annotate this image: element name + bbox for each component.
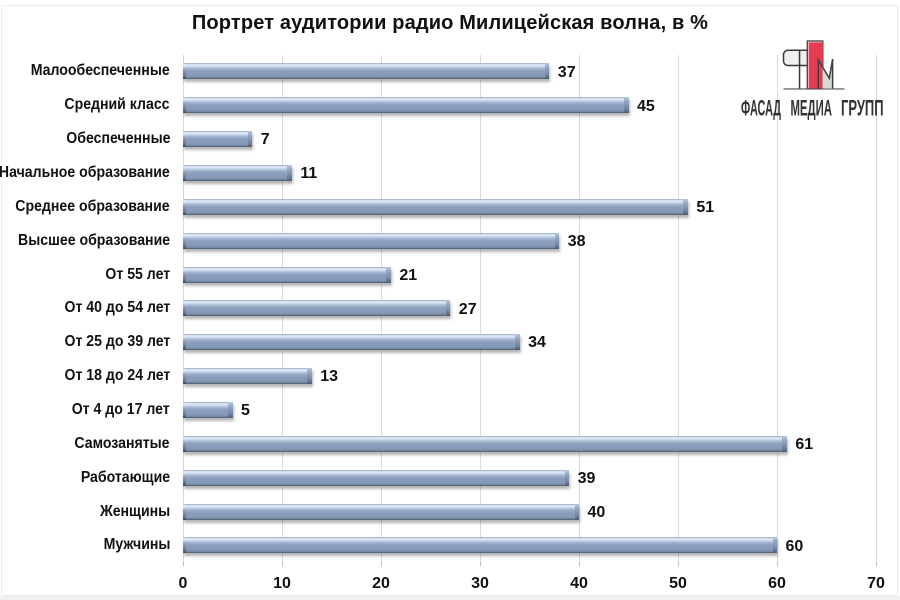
svg-text:МЕДИА: МЕДИА [790, 96, 832, 121]
svg-text:ФАСАД: ФАСАД [741, 96, 781, 121]
svg-text:ГРУПП: ГРУПП [841, 96, 884, 121]
